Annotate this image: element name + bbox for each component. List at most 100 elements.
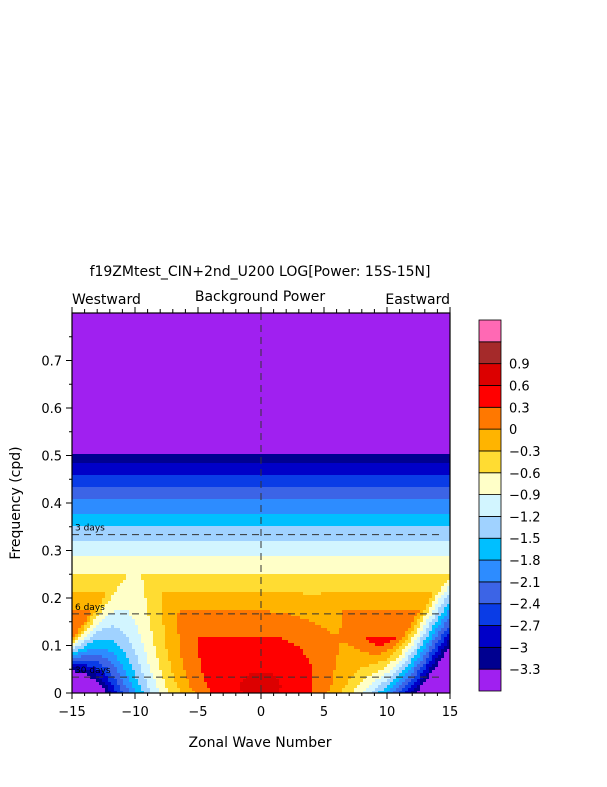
- contour-cell: [159, 658, 169, 662]
- contour-cell: [72, 664, 88, 668]
- x-tick-label: 5: [320, 705, 328, 720]
- contour-cell: [120, 628, 139, 632]
- contour-cell: [123, 649, 136, 653]
- contour-cell: [126, 673, 136, 677]
- contour-cell: [153, 640, 166, 644]
- colorbar-swatch: [478, 516, 502, 539]
- contour-cell: [138, 631, 154, 635]
- contour-cell: [345, 685, 358, 689]
- contour-cell: [354, 688, 367, 692]
- contour-cell: [72, 598, 103, 602]
- contour-cell: [72, 562, 450, 566]
- contour-cell: [72, 358, 450, 362]
- contour-cell: [72, 652, 79, 656]
- contour-cell: [198, 649, 304, 653]
- contour-cell: [72, 649, 79, 653]
- contour-cell: [444, 631, 450, 635]
- contour-cell: [114, 664, 124, 668]
- contour-cell: [93, 619, 103, 623]
- contour-cell: [111, 595, 145, 599]
- contour-cell: [147, 604, 163, 608]
- contour-cell: [423, 643, 427, 647]
- contour-cell: [408, 637, 412, 641]
- contour-cell: [429, 598, 436, 602]
- contour-cell: [348, 679, 364, 683]
- contour-cell: [72, 487, 450, 491]
- contour-cell: [363, 679, 376, 683]
- contour-cell: [432, 619, 439, 623]
- contour-cell: [429, 607, 436, 611]
- contour-cell: [408, 682, 415, 686]
- contour-cell: [429, 655, 433, 659]
- contour-cell: [429, 616, 436, 620]
- contour-cell: [126, 634, 142, 638]
- contour-cell: [183, 664, 202, 668]
- contour-cell: [423, 682, 450, 686]
- contour-cell: [126, 577, 142, 581]
- contour-cell: [72, 589, 118, 593]
- contour-cell: [405, 673, 412, 677]
- contour-cell: [72, 592, 106, 596]
- contour-cell: [420, 667, 427, 671]
- contour-cell: [114, 652, 127, 656]
- x-tick-label: 15: [442, 705, 459, 720]
- y-axis-label: Frequency (cpd): [8, 446, 24, 559]
- colorbar-swatch: [478, 646, 502, 670]
- contour-cell: [312, 667, 337, 671]
- contour-cell: [150, 688, 160, 692]
- contour-cell: [417, 643, 424, 647]
- contour-cell: [399, 655, 406, 659]
- contour-cell: [402, 658, 409, 662]
- contour-cell: [87, 664, 103, 668]
- contour-cell: [105, 616, 133, 620]
- contour-cell: [156, 646, 166, 650]
- contour-cell: [108, 649, 124, 653]
- contour-cell: [171, 670, 187, 674]
- contour-cell: [399, 679, 406, 683]
- contour-cell: [282, 685, 313, 689]
- contour-cell: [414, 640, 421, 644]
- contour-cell: [111, 691, 118, 693]
- contour-cell: [210, 691, 244, 693]
- contour-cell: [441, 652, 445, 656]
- contour-cell: [135, 691, 145, 693]
- contour-cell: [78, 628, 85, 632]
- contour-cell: [168, 688, 181, 692]
- colorbar-swatch: [478, 406, 502, 430]
- contour-cell: [105, 691, 112, 693]
- contour-cell: [162, 610, 181, 614]
- contour-cell: [72, 466, 450, 470]
- contour-cell: [429, 673, 450, 677]
- contour-cell: [99, 676, 109, 680]
- contour-cell: [159, 664, 172, 668]
- contour-cell: [114, 688, 121, 692]
- contour-cell: [429, 631, 436, 635]
- contour-cell: [321, 592, 433, 596]
- contour-cell: [408, 628, 415, 632]
- x-tick-label: 0: [257, 705, 265, 720]
- contour-cell: [138, 682, 148, 686]
- contour-cell: [372, 691, 379, 693]
- contour-cell: [333, 682, 349, 686]
- contour-cell: [72, 523, 450, 527]
- contour-cell: [99, 622, 136, 626]
- contour-cell: [102, 610, 115, 614]
- contour-cell: [72, 628, 79, 632]
- axis-ticks: −15 −10 −5 0 5 10 15 0 0.1 0.2 0.3 0.4 0.5 0.6 0.7: [41, 307, 458, 720]
- contour-cell: [444, 610, 448, 614]
- contour-cell: [168, 655, 181, 659]
- contour-cell: [441, 586, 448, 590]
- contour-cell: [429, 634, 433, 638]
- contour-cell: [429, 661, 436, 665]
- contour-cell: [180, 637, 199, 641]
- contour-cell: [120, 673, 127, 677]
- contour-cell: [447, 604, 450, 608]
- reference-lines: 3 days 6 days 30 days: [72, 524, 442, 678]
- contour-cell: [141, 667, 151, 671]
- contour-cell: [72, 463, 450, 467]
- contour-cell: [165, 682, 178, 686]
- colorbar-swatch: [478, 625, 502, 648]
- contour-cell: [81, 655, 103, 659]
- contour-cell: [123, 691, 130, 693]
